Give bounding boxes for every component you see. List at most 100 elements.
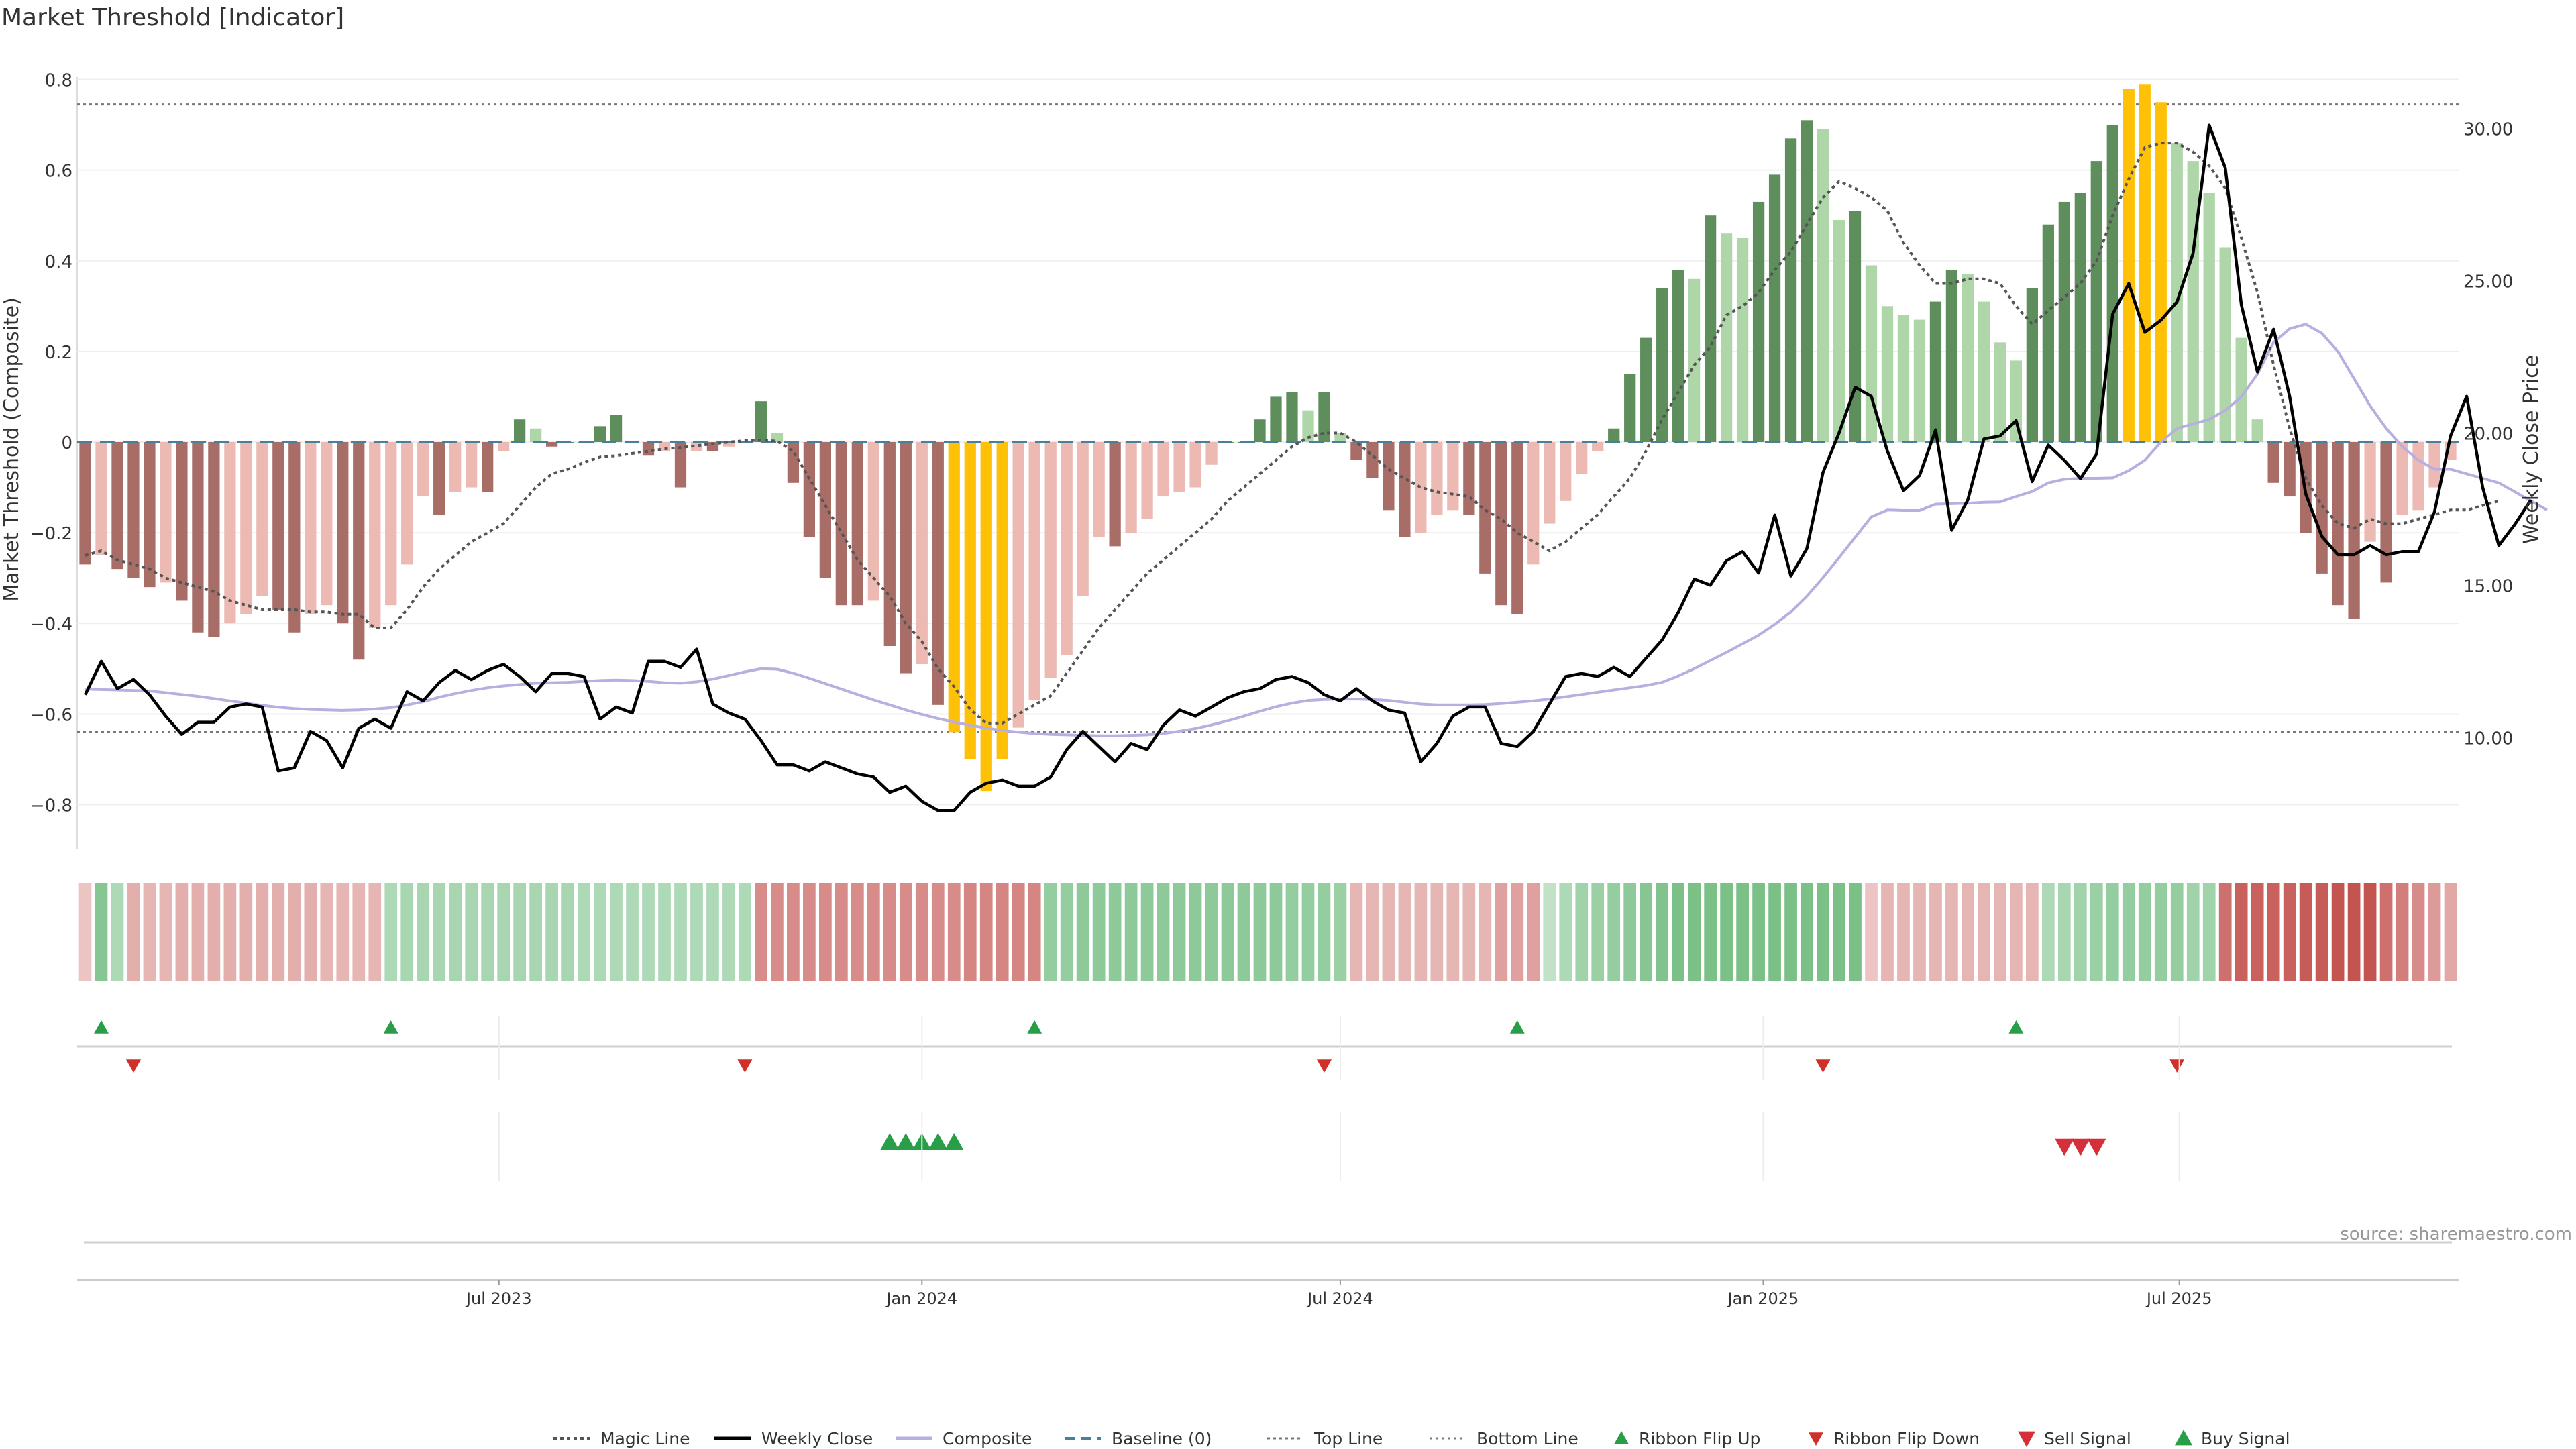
ribbon-cell <box>1511 883 1524 981</box>
legend-item: Bottom Line <box>1430 1429 1578 1448</box>
composite-bar <box>1077 441 1089 596</box>
y2-tick-label: 25.00 <box>2463 272 2513 292</box>
ribbon-cell <box>594 883 606 981</box>
ribbon-cell <box>2267 883 2280 981</box>
legend-swatch-buy <box>2175 1430 2192 1446</box>
ribbon-cell <box>2396 883 2409 981</box>
composite-bar <box>1865 265 1878 442</box>
ribbon-cell <box>1913 883 1926 981</box>
ribbon-cell <box>1334 883 1347 981</box>
legend-label: Weekly Close <box>761 1429 873 1448</box>
ribbon-cell <box>2218 883 2232 981</box>
composite-line <box>85 323 2548 737</box>
ribbon-cell <box>78 883 92 981</box>
ribbon-cell <box>304 883 317 981</box>
composite-bar <box>1656 288 1668 442</box>
main-panel: 0.8 0.6 0.4 0.2 0 −0.2 −0.4 −0.6 −0.8 30.00 25.00… <box>0 71 2548 849</box>
composite-bar <box>964 441 976 759</box>
composite-bar <box>337 441 349 624</box>
ribbon-cell <box>1140 883 1154 981</box>
ribbon-cell <box>1092 883 1106 981</box>
composite-bar <box>1318 392 1330 442</box>
buy-signal-marker <box>880 1133 900 1150</box>
ribbon-cell <box>2074 883 2087 981</box>
composite-bar <box>2123 89 2135 442</box>
ribbon-cell <box>1978 883 1990 981</box>
composite-bar <box>1672 270 1684 442</box>
y2-tick-label: 10.00 <box>2463 729 2513 749</box>
ribbon-cell <box>1801 883 1813 981</box>
composite-bar <box>2396 441 2408 515</box>
ribbon-cell <box>1479 883 1492 981</box>
legend-swatch-flip-down <box>1809 1432 1823 1446</box>
ribbon-cell <box>1430 883 1444 981</box>
x-tick-label: Jan 2024 <box>885 1289 957 1308</box>
composite-bar <box>1093 441 1105 537</box>
composite-bar <box>819 441 832 578</box>
ribbon-cell <box>1929 883 1942 981</box>
composite-bar <box>835 441 847 606</box>
ribbon-cell <box>1205 883 1218 981</box>
legend-label: Composite <box>943 1429 1032 1448</box>
y2-axis-label: Weekly Close Price <box>2520 355 2543 544</box>
composite-bar <box>1334 433 1346 442</box>
ribbon-cell <box>2412 883 2425 981</box>
ribbon-cell <box>191 883 205 981</box>
ribbon-cell <box>1656 883 1669 981</box>
ribbon-cell <box>899 883 912 981</box>
ribbon-cell <box>320 883 333 981</box>
ribbon-cell <box>2090 883 2103 981</box>
legend-label: Ribbon Flip Down <box>1833 1429 1980 1448</box>
composite-bar <box>2235 337 2247 442</box>
composite-bar <box>240 441 252 614</box>
composite-bar <box>2042 224 2054 442</box>
composite-bar <box>2203 193 2215 442</box>
composite-bar <box>916 441 928 665</box>
composite-bar <box>1768 174 1781 442</box>
composite-bar <box>900 441 912 674</box>
ribbon-cell <box>95 883 108 981</box>
ribbon-flip-up-marker <box>1509 1020 1525 1034</box>
composite-bar <box>288 441 301 633</box>
composite-bar <box>79 441 91 565</box>
composite-bar <box>1527 441 1540 565</box>
ribbon-cell <box>1559 883 1572 981</box>
ribbon-flip-down-marker <box>1317 1059 1332 1073</box>
composite-bar <box>224 441 236 624</box>
ribbon-cell <box>175 883 189 981</box>
signal-panel <box>84 1133 2452 1244</box>
composite-bar <box>1125 441 1137 533</box>
composite-bar <box>95 441 107 555</box>
composite-bar <box>2251 419 2263 442</box>
composite-bar <box>2074 193 2086 442</box>
x-tick-label: Jan 2025 <box>1727 1289 1799 1308</box>
ribbon-cell <box>578 883 590 981</box>
composite-bar <box>787 441 800 483</box>
composite-bar <box>932 441 944 705</box>
ribbon-cell <box>722 883 735 981</box>
ribbon-cell <box>2202 883 2216 981</box>
ribbon-cell <box>2299 883 2312 981</box>
composite-bars <box>79 84 2457 792</box>
composite-bar <box>482 441 494 492</box>
weekly-close-line <box>83 123 2532 812</box>
y2-tick-label: 15.00 <box>2463 576 2513 596</box>
legend-item: Ribbon Flip Down <box>1809 1429 1980 1448</box>
ribbon-cell <box>1157 883 1170 981</box>
composite-bar <box>722 441 735 447</box>
composite-bar <box>1028 441 1040 701</box>
composite-bar <box>1109 441 1121 547</box>
composite-bar <box>867 441 879 601</box>
composite-bar <box>2428 441 2440 488</box>
ribbon-cell <box>690 883 703 981</box>
y-tick-label: −0.2 <box>30 524 72 544</box>
ribbon-flip-up-marker <box>94 1020 109 1034</box>
ribbon-cell <box>2010 883 2023 981</box>
composite-bar <box>980 441 992 792</box>
ribbon-cell <box>1833 883 1845 981</box>
composite-bar <box>208 441 220 637</box>
y-axis-right: 30.00 25.00 20.00 15.00 10.00 <box>2463 119 2513 749</box>
ribbon-cell <box>111 883 124 981</box>
ribbon-cell <box>1028 883 1041 981</box>
ribbon-cell <box>851 883 864 981</box>
